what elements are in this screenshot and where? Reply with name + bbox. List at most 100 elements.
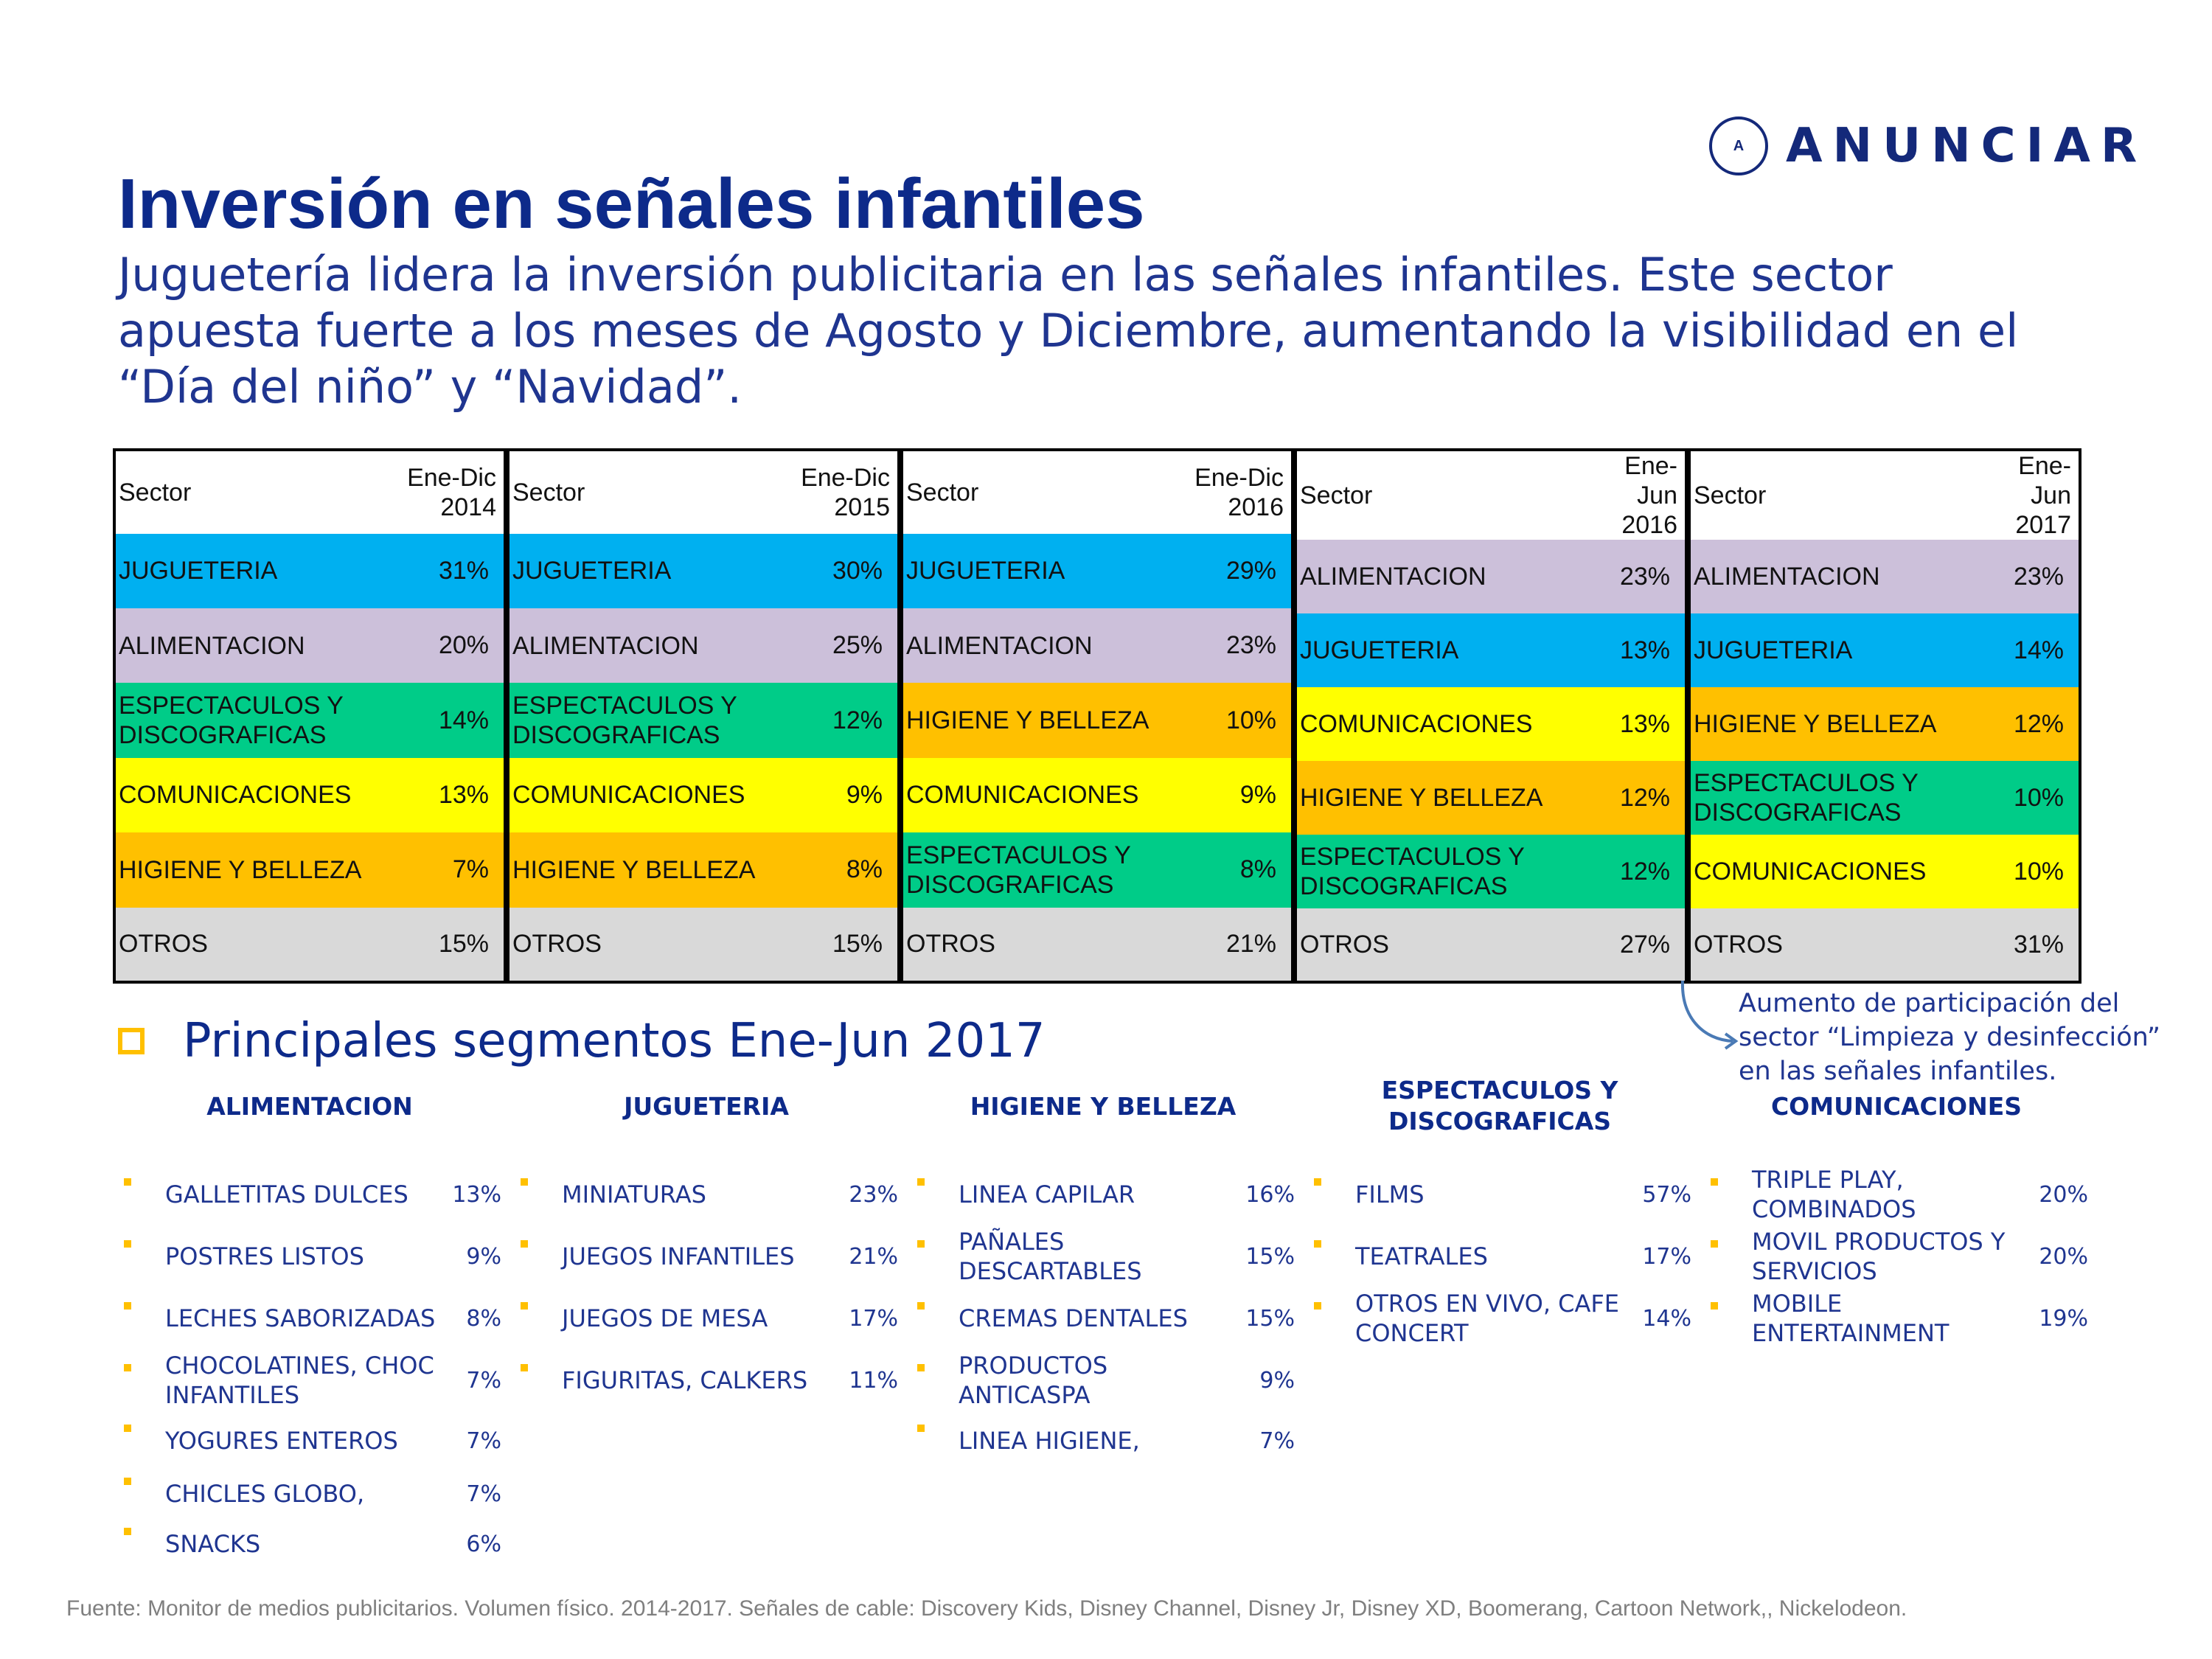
- segment-item-label: LINEA HIGIENE,: [959, 1427, 1140, 1455]
- sector-share: 12%: [2013, 709, 2064, 738]
- sector-name: JUGUETERIA: [1694, 636, 1853, 664]
- sector-name: HIGIENE Y BELLEZA: [512, 855, 756, 884]
- segment-item-pct: 13%: [452, 1181, 501, 1208]
- anunciar-logo: A ANUNCIAR: [1709, 116, 2147, 175]
- table-row: OTROS 15%: [114, 907, 505, 982]
- source-footnote: Fuente: Monitor de medios publicitarios.…: [66, 1596, 1907, 1621]
- segment-item: CHOCOLATINES, CHOC INFANTILES 7%: [118, 1351, 501, 1410]
- sector-table: Sector Ene- Jun 2016 ALIMENTACION 23% JUGUETE…: [1294, 448, 1688, 984]
- sector-header: Sector: [902, 450, 1182, 534]
- segment-item-pct: 14%: [1642, 1305, 1691, 1332]
- sector-name: COMUNICACIONES: [512, 781, 745, 810]
- table-row: HIGIENE Y BELLEZA 12%: [1295, 761, 1686, 835]
- segment-item: FILMS 57%: [1308, 1165, 1691, 1224]
- segment-item-pct: 7%: [466, 1427, 501, 1454]
- bullet-icon: [124, 1302, 131, 1310]
- segment-item-label: JUEGOS INFANTILES: [562, 1242, 795, 1270]
- sector-share: 12%: [1619, 857, 1670, 886]
- segments-heading: Principales segmentos Ene-Jun 2017: [118, 1014, 1046, 1068]
- segment-item-label: FIGURITAS, CALKERS: [562, 1366, 808, 1394]
- sector-share: 8%: [1239, 855, 1276, 884]
- segment-item-pct: 57%: [1642, 1181, 1691, 1208]
- sector-name: COMUNICACIONES: [1300, 710, 1533, 738]
- page-subtitle: Juguetería lidera la inversión publicita…: [118, 248, 2019, 414]
- segment-item-label: PRODUCTOS ANTICASPA: [959, 1352, 1108, 1409]
- sector-name: OTROS: [1694, 931, 1783, 959]
- segment-item-label: CHOCOLATINES, CHOC INFANTILES: [165, 1352, 434, 1409]
- segment-item-label: PAÑALES DESCARTABLES: [959, 1228, 1142, 1285]
- table-row: ALIMENTACION 23%: [1295, 540, 1686, 613]
- sector-share: 27%: [1619, 930, 1670, 959]
- sector-share: 7%: [452, 855, 489, 884]
- segment-item: MINIATURAS 23%: [515, 1165, 898, 1224]
- segment-item-pct: 7%: [1259, 1427, 1295, 1454]
- sector-name: ALIMENTACION: [1694, 563, 1880, 591]
- sector-name: ESPECTACULOS Y DISCOGRAFICAS: [512, 692, 737, 750]
- segment-item-pct: 23%: [849, 1181, 898, 1208]
- sector-share: 23%: [1619, 562, 1670, 591]
- bullet-icon: [124, 1178, 131, 1186]
- segment-column-title: JUGUETERIA: [624, 1092, 789, 1121]
- sector-share: 10%: [2013, 783, 2064, 812]
- note-annotation: Aumento de participación del sector “Lim…: [1739, 989, 2161, 1086]
- sector-share: 31%: [2013, 930, 2064, 959]
- segment-item-pct: 17%: [849, 1305, 898, 1332]
- sector-header: Sector: [508, 450, 788, 534]
- sector-name: ESPECTACULOS Y DISCOGRAFICAS: [1694, 769, 1919, 827]
- sector-table: Sector Ene- Jun 2017 ALIMENTACION 23% JUGUETE…: [1688, 448, 2081, 984]
- table-header-row: Sector Ene-Dic 2015: [508, 450, 899, 534]
- sector-share: 20%: [438, 631, 489, 660]
- segment-item: CHICLES GLOBO, 7%: [118, 1464, 501, 1523]
- segment-item-pct: 19%: [2039, 1305, 2088, 1332]
- logo-mark-icon: A: [1709, 116, 1768, 175]
- sector-name: OTROS: [906, 930, 995, 959]
- segment-item: CREMAS DENTALES 15%: [911, 1289, 1295, 1348]
- sector-name: HIGIENE Y BELLEZA: [119, 855, 362, 884]
- bullet-icon: [1711, 1178, 1718, 1186]
- sector-name: COMUNICACIONES: [1694, 858, 1927, 886]
- bullet-icon: [917, 1178, 925, 1186]
- segment-item-label: TRIPLE PLAY, COMBINADOS: [1752, 1166, 1916, 1223]
- sector-share: 30%: [832, 556, 883, 585]
- sector-share: 31%: [438, 556, 489, 585]
- table-row: HIGIENE Y BELLEZA 10%: [902, 683, 1293, 758]
- segment-item: PRODUCTOS ANTICASPA 9%: [911, 1351, 1295, 1410]
- segments-title: Principales segmentos Ene-Jun 2017: [183, 1014, 1046, 1068]
- sector-name: JUGUETERIA: [906, 557, 1065, 585]
- segment-item-label: SNACKS: [165, 1530, 261, 1558]
- segment-item-label: TEATRALES: [1355, 1242, 1488, 1270]
- segment-item: MOVIL PRODUCTOS Y SERVICIOS 20%: [1705, 1227, 2088, 1286]
- table-row: JUGUETERIA 30%: [508, 533, 899, 608]
- segment-item-label: GALLETITAS DULCES: [165, 1180, 408, 1208]
- segment-item-label: CHICLES GLOBO,: [165, 1480, 365, 1508]
- curved-arrow-icon: [1680, 980, 1739, 1050]
- bullet-icon: [521, 1178, 528, 1186]
- segment-item-label: MOBILE ENTERTAINMENT: [1752, 1290, 1950, 1347]
- table-row: ESPECTACULOS Y DISCOGRAFICAS 8%: [902, 832, 1293, 908]
- sector-share: 14%: [2013, 636, 2064, 664]
- sector-share: 13%: [1619, 709, 1670, 738]
- segment-item: SNACKS 6%: [118, 1514, 501, 1573]
- segment-column-title: COMUNICACIONES: [1770, 1092, 2023, 1121]
- sector-name: COMUNICACIONES: [906, 781, 1139, 810]
- bullet-icon: [521, 1364, 528, 1371]
- bullet-icon: [917, 1364, 925, 1371]
- sector-share: 23%: [2013, 562, 2064, 591]
- checkbox-bullet-icon: [118, 1028, 145, 1054]
- segment-item-label: JUEGOS DE MESA: [562, 1304, 768, 1332]
- segment-item-pct: 8%: [466, 1305, 501, 1332]
- bullet-icon: [1711, 1240, 1718, 1248]
- segment-item: PAÑALES DESCARTABLES 15%: [911, 1227, 1295, 1286]
- sector-name: HIGIENE Y BELLEZA: [906, 706, 1150, 735]
- segment-item: OTROS EN VIVO, CAFE CONCERT 14%: [1308, 1289, 1691, 1348]
- sector-share: 9%: [1239, 780, 1276, 809]
- sector-table: Sector Ene-Dic 2015 JUGUETERIA 30% ALIMENTACI…: [507, 448, 900, 984]
- sector-name: ESPECTACULOS Y DISCOGRAFICAS: [1300, 843, 1525, 900]
- table-row: ESPECTACULOS Y DISCOGRAFICAS 12%: [1295, 835, 1686, 908]
- sector-share: 9%: [846, 780, 883, 809]
- segment-item-pct: 9%: [1259, 1367, 1295, 1394]
- sector-name: ALIMENTACION: [512, 631, 699, 660]
- table-row: COMUNICACIONES 13%: [114, 757, 505, 833]
- table-row: JUGUETERIA 31%: [114, 533, 505, 608]
- table-row: HIGIENE Y BELLEZA 8%: [508, 832, 899, 908]
